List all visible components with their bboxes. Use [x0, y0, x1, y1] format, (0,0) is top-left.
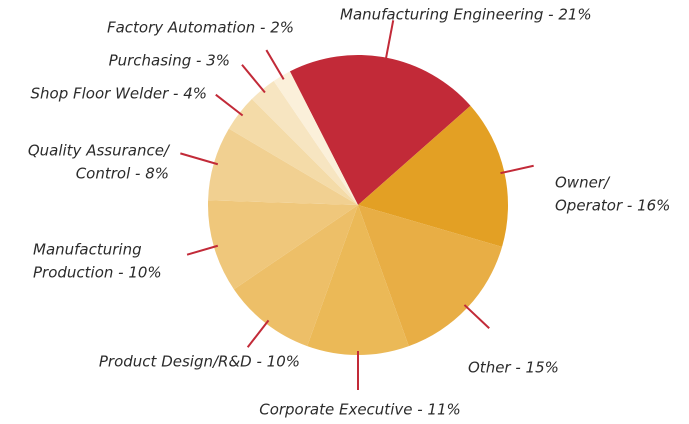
- leader-line: [265, 49, 285, 80]
- pie-slice: [228, 98, 358, 205]
- slice-label: Operator - 16%: [555, 197, 670, 215]
- slice-label: Shop Floor Welder - 4%: [31, 85, 207, 103]
- leader-line: [186, 244, 219, 256]
- pie-slice: [358, 205, 503, 347]
- slice-label: Manufacturing: [33, 241, 142, 259]
- slice-label: Product Design/R&D - 10%: [99, 353, 300, 371]
- leader-line: [241, 64, 266, 94]
- slice-label: Owner/: [555, 174, 611, 192]
- pie-slice: [208, 200, 358, 290]
- slice-label: Control - 8%: [76, 165, 169, 183]
- pie-slice: [233, 205, 358, 347]
- slice-label: Other - 15%: [468, 359, 559, 377]
- slice-label: Quality Assurance/: [28, 142, 171, 160]
- slice-label: Corporate Executive - 11%: [259, 401, 461, 419]
- leader-line: [215, 93, 244, 117]
- leader-line: [500, 164, 534, 175]
- leader-line: [246, 319, 270, 348]
- pie-slice: [307, 205, 409, 355]
- slice-label: Manufacturing Engineering - 21%: [340, 6, 592, 24]
- pie-slice: [289, 55, 471, 206]
- pie-slice: [251, 80, 358, 205]
- slice-label: Purchasing - 3%: [109, 52, 230, 70]
- leader-line: [180, 152, 219, 166]
- slice-label: Production - 10%: [33, 264, 162, 282]
- pie-slice: [358, 105, 508, 247]
- pie-slice: [208, 128, 358, 205]
- leader-line: [384, 20, 395, 62]
- pie-slice: [273, 71, 358, 205]
- slice-label: Factory Automation - 2%: [107, 19, 294, 37]
- leader-line: [463, 304, 490, 329]
